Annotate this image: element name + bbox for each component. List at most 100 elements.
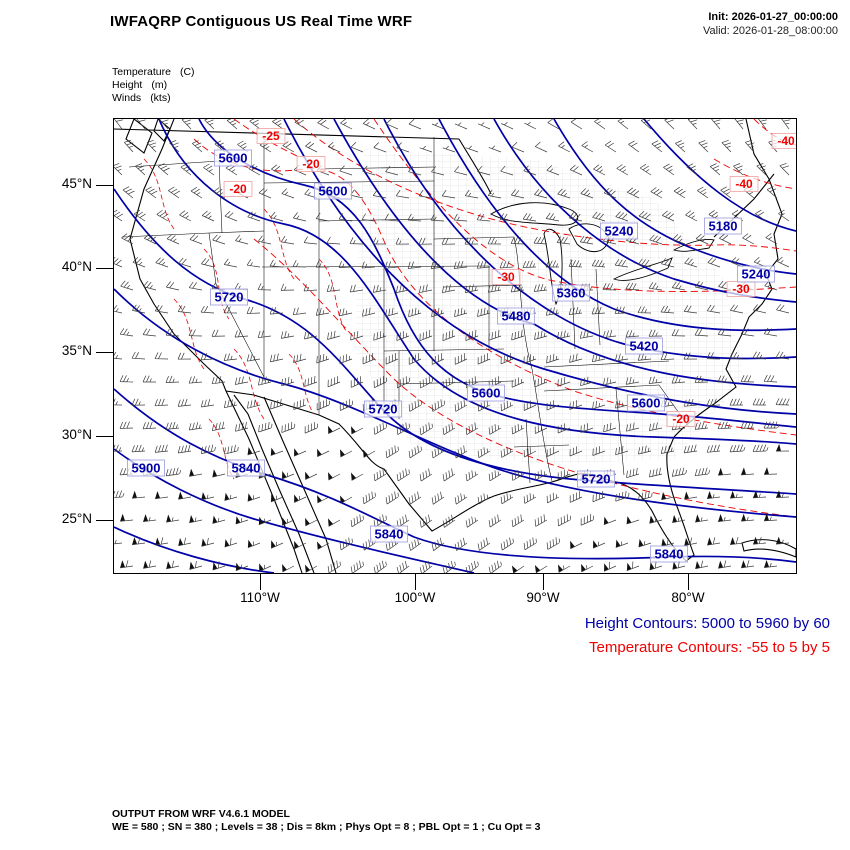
coastline — [263, 396, 337, 573]
height-contours-caption: Height Contours: 5000 to 5960 by 60 — [584, 615, 830, 632]
height-contour-5540 — [283, 119, 796, 415]
state-boundary — [443, 284, 523, 288]
valid-label: Valid: — [703, 25, 730, 37]
contour-label-5840: 5840 — [370, 525, 408, 543]
init-label: Init: — [708, 11, 729, 23]
svg-text:5600: 5600 — [472, 385, 501, 400]
contour-label-5600: 5600 — [314, 182, 352, 200]
svg-text:-30: -30 — [732, 282, 750, 296]
temperature-contour-terrain — [288, 353, 315, 415]
height-contour-5780 — [114, 288, 796, 518]
state-boundary — [513, 444, 570, 448]
valid-time: Valid: 2026-01-28_08:00:00 — [703, 24, 838, 38]
height-contour-5180 — [643, 119, 796, 232]
height-contour-5420 — [383, 119, 796, 360]
contour-label-5840: 5840 — [650, 545, 688, 563]
height-contour-5840 — [114, 388, 796, 563]
state-boundary — [615, 388, 625, 476]
svg-text:-40: -40 — [735, 177, 753, 191]
state-boundary — [543, 384, 660, 392]
height-contour-5660 — [158, 119, 796, 445]
y-tick-label: 45°N — [61, 176, 92, 191]
field-legend: Temperature (C) Height (m) Winds (kts) — [112, 66, 195, 105]
svg-text:5720: 5720 — [369, 401, 398, 416]
svg-text:5840: 5840 — [375, 526, 404, 541]
svg-text:-20: -20 — [672, 412, 690, 426]
x-tick-label: 90°W — [526, 590, 560, 605]
svg-text:5900: 5900 — [132, 460, 161, 475]
temperature-contour--20 — [193, 138, 796, 436]
state-boundary — [383, 348, 505, 352]
temperature-contour-terrain — [263, 208, 295, 280]
init-value: 2026-01-27_00:00:00 — [731, 11, 838, 23]
valid-value: 2026-01-28_08:00:00 — [732, 25, 838, 37]
y-tick-mark — [96, 268, 113, 269]
svg-text:-25: -25 — [262, 129, 280, 143]
state-boundary — [570, 258, 576, 350]
x-tick-label: 100°W — [394, 590, 436, 605]
footer-line2: WE = 580 ; SN = 380 ; Levels = 38 ; Dis … — [112, 821, 541, 833]
svg-text:-40: -40 — [777, 134, 795, 148]
svg-text:5840: 5840 — [232, 460, 261, 475]
contour-label--40: -40 — [729, 176, 759, 192]
svg-text:5840: 5840 — [655, 546, 684, 561]
temperature-contour-terrain — [143, 158, 175, 230]
contour-label-5240: 5240 — [737, 265, 775, 283]
run-times: Init: 2026-01-27_00:00:00 Valid: 2026-01… — [703, 10, 838, 38]
contour-label-5480: 5480 — [497, 307, 535, 325]
state-boundary — [318, 218, 435, 222]
y-tick-mark — [96, 352, 113, 353]
state-boundary — [398, 380, 515, 385]
x-tick-mark — [415, 573, 416, 590]
state-boundary — [525, 418, 531, 484]
y-tick-mark — [96, 520, 113, 521]
x-tick-mark — [543, 573, 544, 590]
contour-label--20: -20 — [666, 411, 696, 427]
state-boundary — [208, 232, 265, 378]
temperature-contour-terrain — [233, 348, 265, 420]
svg-text:5180: 5180 — [709, 218, 738, 233]
svg-text:5600: 5600 — [319, 183, 348, 198]
y-tick-mark — [96, 185, 113, 186]
contour-label--40: -40 — [771, 133, 796, 149]
y-tick-label: 35°N — [61, 343, 92, 358]
great-lake — [490, 202, 579, 226]
temperature-contour-terrain — [318, 258, 347, 332]
state-boundary — [318, 166, 435, 170]
legend-row-height: Height (m) — [112, 79, 168, 91]
svg-text:5360: 5360 — [557, 285, 586, 300]
contour-label--30: -30 — [491, 269, 521, 285]
x-tick-label: 80°W — [671, 590, 705, 605]
svg-text:5600: 5600 — [219, 150, 248, 165]
coastline — [114, 128, 460, 140]
contour-label--25: -25 — [256, 128, 286, 144]
svg-text:5480: 5480 — [502, 308, 531, 323]
temperature-contour-terrain — [173, 298, 205, 370]
init-time: Init: 2026-01-27_00:00:00 — [703, 10, 838, 24]
y-tick-label: 30°N — [61, 427, 92, 442]
model-footer: OUTPUT FROM WRF V4.6.1 MODEL WE = 580 ; … — [112, 808, 540, 834]
page-title: IWFAQRP Contiguous US Real Time WRF — [110, 13, 413, 30]
state-boundary — [595, 268, 601, 346]
temperature-contour--15 — [253, 238, 796, 518]
weather-map: -40 -40 -30 -30 -25 -20 -20 -20 5180 5240 5240 5360… — [114, 119, 796, 573]
svg-text:5420: 5420 — [630, 338, 659, 353]
contour-label-5600: 5600 — [214, 149, 252, 167]
svg-text:5240: 5240 — [605, 223, 634, 238]
coastline — [153, 119, 171, 142]
y-tick-label: 25°N — [61, 511, 92, 526]
county-texture — [354, 149, 744, 464]
state-boundary — [543, 360, 670, 368]
contour-label-5840: 5840 — [227, 459, 265, 477]
svg-text:5720: 5720 — [582, 471, 611, 486]
contour-label-5720: 5720 — [210, 288, 248, 306]
coastline — [741, 539, 796, 558]
footer-line1: OUTPUT FROM WRF V4.6.1 MODEL — [112, 808, 290, 820]
x-tick-label: 110°W — [240, 590, 280, 605]
coastline — [125, 119, 153, 154]
coastline — [458, 138, 492, 195]
coastline — [233, 394, 315, 573]
y-tick-mark — [96, 436, 113, 437]
y-tick-label: 40°N — [61, 259, 92, 274]
